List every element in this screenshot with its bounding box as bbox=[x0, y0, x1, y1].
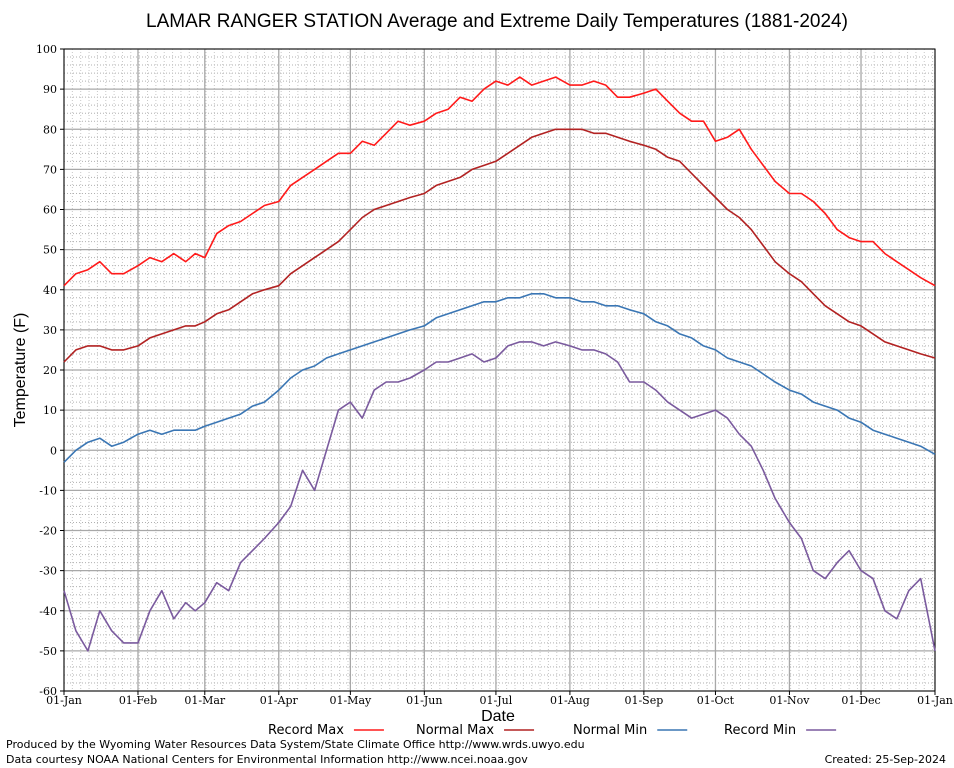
y-tick-label: 80 bbox=[43, 123, 57, 136]
series-lines bbox=[63, 76, 936, 652]
y-tick-label: -10 bbox=[39, 484, 57, 497]
y-axis-label: Temperature (F) bbox=[12, 313, 29, 428]
series-line-record-min bbox=[63, 341, 936, 652]
chart-title: LAMAR RANGER STATION Average and Extreme… bbox=[146, 11, 848, 32]
legend-label-normal-max: Normal Max bbox=[416, 723, 494, 738]
x-tick-label: 01-Mar bbox=[184, 694, 226, 707]
y-tick-label: -40 bbox=[39, 605, 57, 618]
x-tick-label: 01-Jun bbox=[406, 694, 442, 707]
x-tick-label: 01-Apr bbox=[260, 694, 299, 707]
footer-created: Created: 25-Sep-2024 bbox=[825, 753, 946, 766]
y-tick-label: 30 bbox=[43, 324, 57, 337]
y-tick-label: 70 bbox=[43, 163, 57, 176]
x-tick-label: 01-Sep bbox=[624, 694, 663, 707]
series-line-normal-max bbox=[63, 128, 936, 363]
x-tick-label: 01-Oct bbox=[697, 694, 735, 707]
footer-producer: Produced by the Wyoming Water Resources … bbox=[6, 738, 585, 751]
y-tick-label: -20 bbox=[39, 525, 57, 538]
x-axis-ticks: 01-Jan 01-Feb 01-Mar 01-Apr 01-May 01-Jun 01-J… bbox=[46, 691, 953, 707]
y-tick-label: 10 bbox=[43, 404, 57, 417]
x-axis-label: Date bbox=[481, 708, 515, 725]
x-tick-label: 01-May bbox=[329, 694, 372, 707]
legend-label-normal-min: Normal Min bbox=[573, 723, 647, 738]
series-line-record-max bbox=[63, 76, 936, 287]
legend: Record Max Normal Max Normal Min Record Min bbox=[268, 723, 837, 738]
y-tick-label: 90 bbox=[43, 83, 57, 96]
y-tick-label: 100 bbox=[36, 43, 57, 56]
y-tick-label: -50 bbox=[39, 645, 57, 658]
footer-data-courtesy: Data courtesy NOAA National Centers for … bbox=[6, 753, 528, 766]
x-tick-label: 01-Aug bbox=[550, 694, 590, 707]
series-line-normal-min bbox=[63, 292, 936, 463]
y-tick-label: 60 bbox=[43, 204, 57, 217]
x-tick-label: 01-Feb bbox=[119, 694, 157, 707]
legend-label-record-min: Record Min bbox=[724, 723, 796, 738]
y-tick-label: 20 bbox=[43, 364, 57, 377]
x-tick-label: 01-Nov bbox=[769, 694, 810, 707]
x-tick-label: 01-Dec bbox=[841, 694, 880, 707]
y-tick-label: 50 bbox=[43, 244, 57, 257]
x-tick-label: 01-Jan bbox=[917, 694, 953, 707]
legend-label-record-max: Record Max bbox=[268, 723, 344, 738]
y-tick-label: 40 bbox=[43, 284, 57, 297]
y-tick-label: -30 bbox=[39, 565, 57, 578]
x-tick-label: 01-Jul bbox=[480, 694, 513, 707]
y-tick-label: -60 bbox=[39, 685, 57, 698]
y-tick-label: 0 bbox=[50, 444, 57, 457]
x-tick-label: 01-Jan bbox=[46, 694, 82, 707]
